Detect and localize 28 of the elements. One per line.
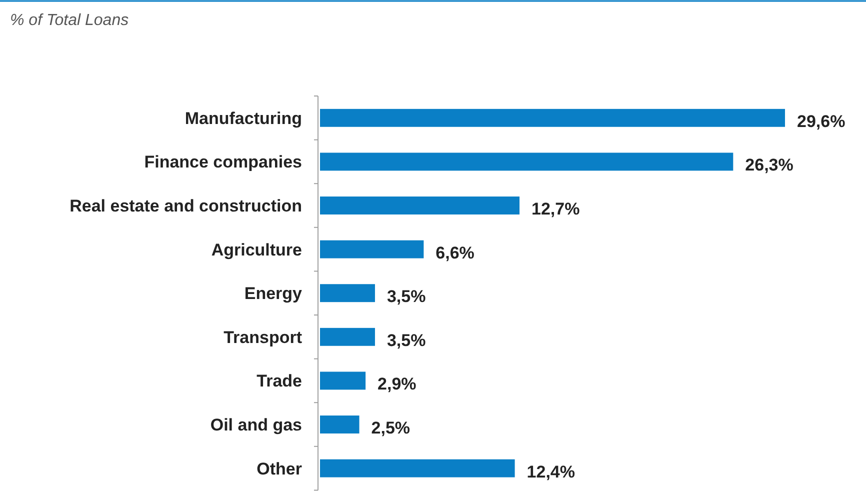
bar bbox=[320, 372, 366, 390]
y-tick-label: Trade bbox=[256, 372, 302, 391]
bar bbox=[320, 328, 375, 346]
bar bbox=[320, 108, 785, 127]
data-label: 12,7% bbox=[532, 199, 580, 218]
y-tick-label: Finance companies bbox=[144, 152, 302, 172]
data-label: 26,3% bbox=[745, 156, 794, 175]
text: % of Total Loans bbox=[10, 12, 129, 29]
bar bbox=[320, 459, 515, 478]
data-label: 12,4% bbox=[526, 462, 575, 482]
bar bbox=[320, 196, 520, 214]
y-tick-label: Manufacturing bbox=[184, 108, 302, 128]
bar bbox=[320, 152, 734, 171]
y-tick-label: Real estate and construction bbox=[70, 196, 302, 216]
y-tick-label: Transport bbox=[224, 328, 302, 347]
data-label: 3,5% bbox=[386, 287, 426, 306]
bar bbox=[320, 284, 375, 302]
y-tick-label: Energy bbox=[244, 284, 303, 304]
y-tick-label: Oil and gas bbox=[210, 415, 302, 434]
y-tick-label: Other bbox=[256, 459, 302, 478]
data-label: 6,6% bbox=[436, 243, 474, 262]
data-label: 2,5% bbox=[371, 418, 410, 438]
data-label: 2,9% bbox=[378, 374, 416, 394]
data-label: 29,6% bbox=[797, 112, 846, 131]
y-tick-label: Agriculture bbox=[211, 240, 302, 260]
bar bbox=[320, 240, 424, 258]
bar bbox=[320, 416, 360, 434]
data-label: 3,5% bbox=[386, 330, 426, 350]
